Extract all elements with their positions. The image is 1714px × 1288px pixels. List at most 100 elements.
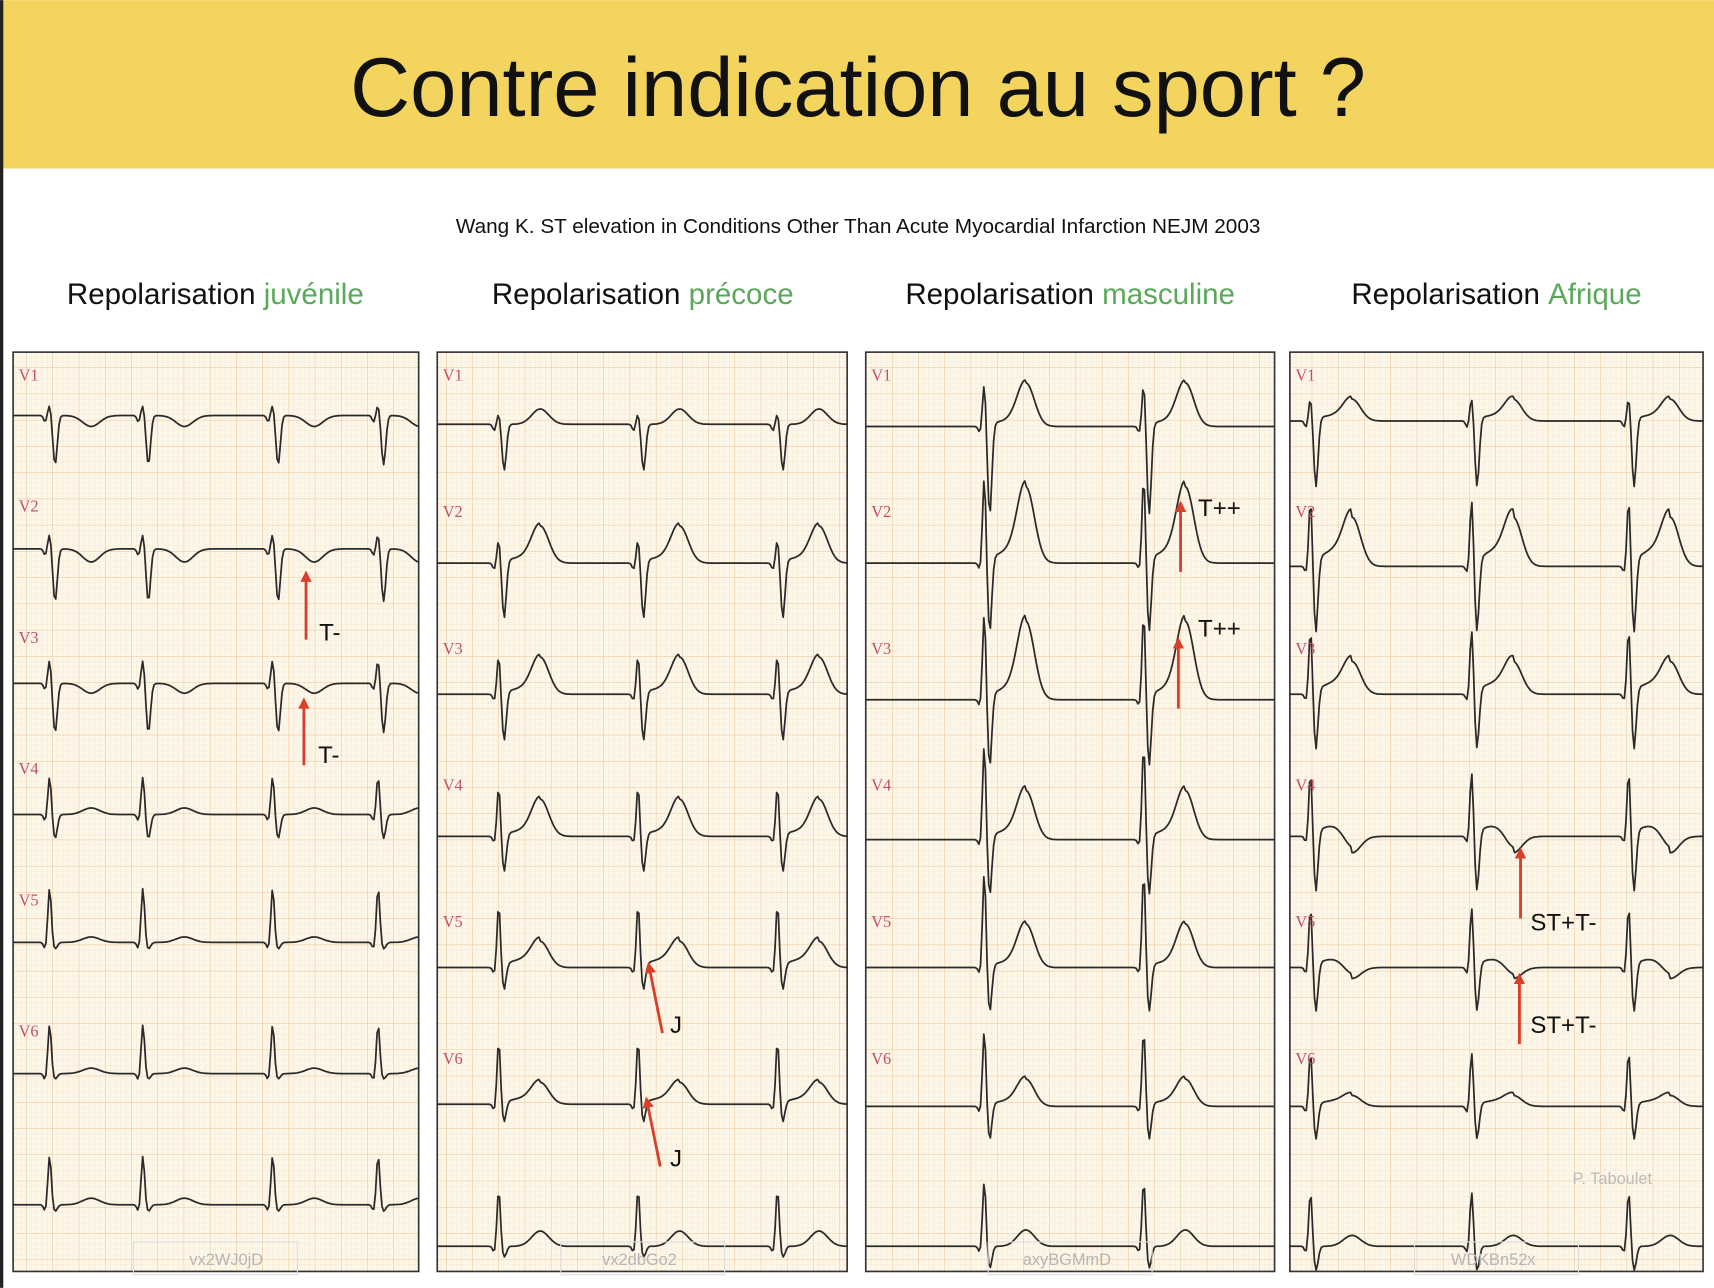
ecg-grid xyxy=(436,351,848,1273)
ecg-panel: Repolarisation juvénile V1 V2 V3 V4 V5 V6 T- T-v… xyxy=(12,278,420,1276)
annotation-arrow xyxy=(642,1096,662,1167)
lead-label: V6 xyxy=(1295,1049,1315,1068)
ecg-trace xyxy=(865,1033,1275,1140)
ecg-panel: Repolarisation Afrique V1 V2 V3 V4 V5 V6 ST+T- S… xyxy=(1289,278,1704,1276)
panel-title-highlight: Afrique xyxy=(1548,278,1641,311)
slide-title: Contre indication au sport ? xyxy=(350,41,1366,134)
panel-title-highlight: masculine xyxy=(1102,278,1235,311)
ecg-trace xyxy=(13,660,419,734)
ecg-trace xyxy=(865,1183,1275,1269)
panel-title-text: Repolarisation xyxy=(492,278,681,311)
panel-code: axyBGMmD xyxy=(1023,1251,1111,1269)
annotation-label: T- xyxy=(318,742,339,769)
code-box xyxy=(987,1241,1153,1276)
ecg-grid xyxy=(12,351,420,1273)
traces xyxy=(865,379,1275,1269)
ecg-trace xyxy=(13,887,419,950)
lead-label: V4 xyxy=(871,775,891,794)
lead-label: V1 xyxy=(443,366,463,385)
panel-title-text: Repolarisation xyxy=(905,278,1094,311)
lead-label: V5 xyxy=(443,912,463,931)
ecg-trace xyxy=(437,1047,848,1123)
lead-label: V1 xyxy=(1295,366,1315,385)
lead-label: V5 xyxy=(871,912,891,931)
title-band xyxy=(0,0,1714,169)
ecg-trace xyxy=(1289,395,1704,488)
lead-label: V3 xyxy=(443,639,463,658)
ecg-trace xyxy=(437,653,848,741)
ecg-trace xyxy=(1289,773,1704,892)
ecg-trace xyxy=(437,408,848,471)
ecg-trace xyxy=(865,748,1275,895)
ecg-trace xyxy=(437,522,848,619)
ecg-trace xyxy=(437,791,848,872)
lead-label: V5 xyxy=(19,890,39,909)
lead-label: V4 xyxy=(19,759,39,778)
lead-label: V5 xyxy=(1295,912,1315,931)
lead-label: V1 xyxy=(19,366,39,385)
panel-title: Repolarisation masculine xyxy=(905,278,1235,311)
ecg-trace xyxy=(13,1024,419,1080)
ecg-trace xyxy=(865,875,1275,1012)
ecg-panel: Repolarisation masculine V1 V2 V3 V4 V5 V6 T++ T… xyxy=(864,278,1276,1276)
panel-title-highlight: précoce xyxy=(689,278,794,311)
ecg-trace xyxy=(1289,1192,1704,1271)
panel-title: Repolarisation Afrique xyxy=(1351,278,1641,311)
code-box xyxy=(1413,1241,1580,1276)
traces xyxy=(13,405,419,1212)
code-box xyxy=(560,1241,726,1276)
watermark: P. Taboulet xyxy=(1573,1170,1653,1188)
ecg-panel: Repolarisation précoce V1 V2 V3 V4 V5 V6 J Jvx2d… xyxy=(436,278,848,1276)
panel-code: WDKBn52x xyxy=(1451,1251,1536,1269)
lead-label: V3 xyxy=(19,628,39,647)
lead-label: V3 xyxy=(1295,639,1315,658)
lead-label: V2 xyxy=(871,502,891,521)
ecg-trace xyxy=(13,1155,419,1212)
panel-title: Repolarisation juvénile xyxy=(67,278,364,311)
annotation-label: T++ xyxy=(1198,615,1241,642)
lead-label: V6 xyxy=(871,1049,891,1068)
annotation-label: J xyxy=(670,1012,682,1039)
ecg-trace xyxy=(1289,908,1704,1012)
ecg-trace xyxy=(13,534,419,603)
code-box xyxy=(132,1241,298,1276)
ecg-trace xyxy=(437,911,848,990)
lead-label: V3 xyxy=(871,639,891,658)
panel-code: vx2WJ0jD xyxy=(189,1251,263,1269)
panels: Repolarisation juvénile V1 V2 V3 V4 V5 V6 T- T-v… xyxy=(12,278,1704,1276)
ecg-trace xyxy=(1289,631,1704,750)
panel-title: Repolarisation précoce xyxy=(492,278,794,311)
panel-title-text: Repolarisation xyxy=(1351,278,1540,311)
traces xyxy=(1289,395,1704,1271)
ecg-trace xyxy=(13,776,419,840)
lead-label: V6 xyxy=(443,1049,463,1068)
ecg-trace xyxy=(865,614,1275,766)
ecg-trace xyxy=(865,379,1275,515)
annotation-label: J xyxy=(670,1146,682,1173)
annotation-label: ST+T- xyxy=(1530,1012,1596,1039)
lead-label: V2 xyxy=(1295,502,1315,521)
ecg-grid xyxy=(864,351,1276,1273)
lead-label: V4 xyxy=(443,775,463,794)
ecg-trace xyxy=(865,480,1275,632)
ecg-trace xyxy=(13,405,419,466)
ecg-trace xyxy=(1289,501,1704,633)
lead-label: V4 xyxy=(1295,775,1315,794)
lead-label: V2 xyxy=(443,502,463,521)
panel-title-highlight: juvénile xyxy=(263,278,364,311)
panel-code: vx2dbGo2 xyxy=(602,1251,677,1269)
citation: Wang K. ST elevation in Conditions Other… xyxy=(456,215,1261,238)
annotation-label: T- xyxy=(319,620,340,647)
annotation-label: ST+T- xyxy=(1530,909,1596,936)
annotation-arrow xyxy=(644,961,664,1034)
lead-label: V1 xyxy=(871,366,891,385)
lead-label: V6 xyxy=(19,1021,39,1040)
left-edge xyxy=(0,0,4,1288)
ecg-grid xyxy=(1289,351,1704,1273)
lead-label: V2 xyxy=(19,497,39,516)
annotation-label: T++ xyxy=(1198,495,1241,522)
ecg-trace xyxy=(437,1195,848,1258)
traces xyxy=(437,408,848,1258)
panel-title-text: Repolarisation xyxy=(67,278,256,311)
